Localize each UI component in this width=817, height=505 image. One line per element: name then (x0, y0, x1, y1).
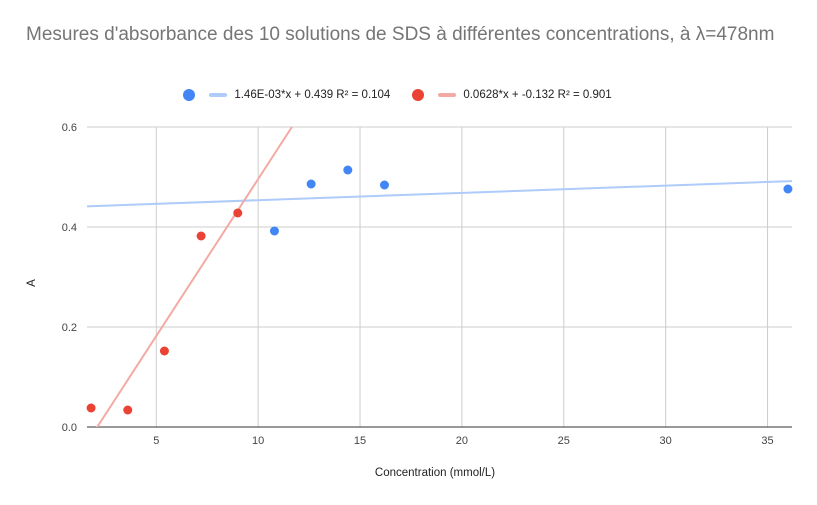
x-tick-label: 35 (761, 435, 773, 447)
x-tick-label: 5 (153, 435, 159, 447)
y-tick-label: 0.4 (62, 222, 77, 234)
x-tick-label: 10 (252, 435, 264, 447)
legend-marker (412, 89, 425, 101)
legend-label: 1.46E-03*x + 0.439 R² = 0.104 (234, 89, 391, 101)
y-axis-label: A (26, 279, 38, 287)
y-tick-label: 0.0 (62, 422, 77, 434)
legend-trend-marker (438, 93, 457, 97)
y-tick-label: 0.2 (62, 322, 77, 334)
data-point-series-2 (123, 405, 133, 415)
trendline-series-2 (96, 127, 294, 427)
data-point-series-1 (379, 180, 389, 190)
legend-item-series-2: 0.0628*x + -0.132 R² = 0.901 (412, 89, 612, 101)
x-axis-label: Concentration (mmol/L) (375, 467, 495, 479)
data-point-series-1 (306, 179, 316, 189)
legend: 1.46E-03*x + 0.439 R² = 0.104 0.0628*x +… (0, 89, 817, 101)
legend-trend-marker (209, 93, 228, 97)
trendline-series-1 (87, 180, 792, 208)
data-point-series-2 (86, 403, 96, 413)
legend-marker (183, 89, 196, 101)
legend-item-series-1: 1.46E-03*x + 0.439 R² = 0.104 (183, 89, 390, 101)
x-tick-label: 15 (354, 435, 366, 447)
data-point-series-2 (196, 231, 206, 241)
x-tick-label: 25 (558, 435, 570, 447)
data-point-series-1 (783, 184, 793, 194)
legend-label: 0.0628*x + -0.132 R² = 0.901 (463, 89, 612, 101)
x-tick-label: 20 (456, 435, 468, 447)
chart-title: Mesures d'absorbance des 10 solutions de… (26, 24, 775, 45)
data-point-series-2 (233, 208, 243, 218)
data-point-series-2 (159, 346, 169, 356)
x-tick-label: 30 (660, 435, 672, 447)
data-point-series-1 (343, 165, 353, 175)
y-tick-label: 0.6 (62, 122, 77, 134)
data-point-series-1 (269, 226, 279, 236)
